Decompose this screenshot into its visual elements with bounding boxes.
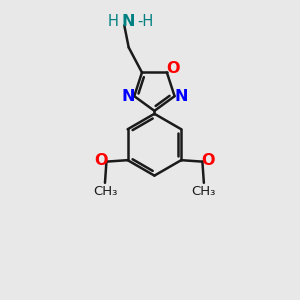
- Text: O: O: [167, 61, 180, 76]
- Text: N: N: [174, 89, 188, 104]
- Text: H: H: [108, 14, 118, 29]
- Text: -H: -H: [137, 14, 153, 29]
- Text: O: O: [202, 153, 215, 168]
- Text: N: N: [121, 14, 135, 29]
- Text: O: O: [94, 153, 107, 168]
- Text: CH₃: CH₃: [93, 184, 117, 198]
- Text: CH₃: CH₃: [192, 184, 216, 198]
- Text: N: N: [121, 89, 134, 104]
